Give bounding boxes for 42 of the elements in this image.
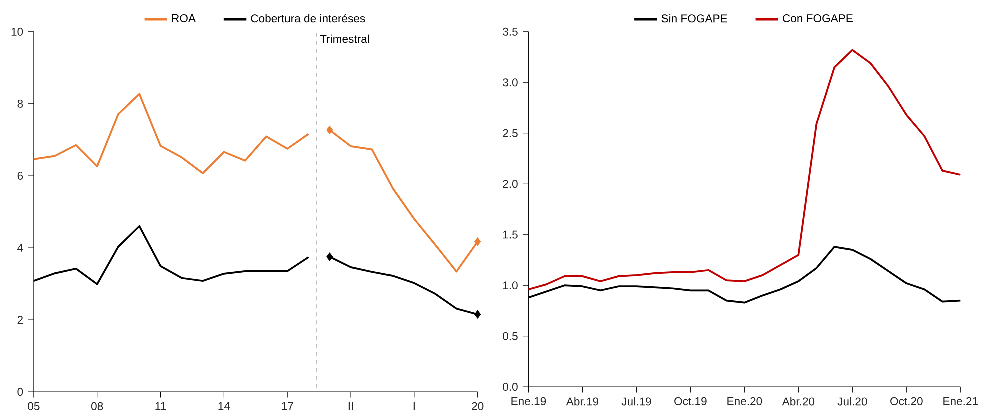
legend-label: Con FOGAPE	[783, 14, 853, 23]
x-tick-label: 08	[92, 402, 104, 410]
point	[474, 310, 482, 319]
line-series	[33, 93, 310, 174]
y-tick-label: 0.5	[503, 332, 518, 340]
y-tick-label: 0	[18, 388, 24, 396]
point	[474, 238, 482, 246]
x-tick-label: Ene.20	[728, 397, 762, 406]
x-tick-label: 17	[282, 402, 294, 410]
y-tick-label: 2.0	[503, 180, 518, 188]
y-tick-label: 2.5	[503, 129, 518, 138]
x-tick-label: Jul.20	[838, 397, 868, 406]
x-tick-label: 05	[28, 402, 40, 410]
x-tick-label: Jul.19	[622, 397, 652, 406]
x-tick-label: Ene.19	[512, 397, 546, 406]
y-tick-label: 8	[18, 100, 24, 108]
x-tick-label: Oct.20	[890, 397, 923, 406]
annotation: Trimestral	[320, 34, 370, 44]
point	[326, 252, 334, 262]
x-tick-label: 20	[472, 402, 484, 410]
x-tick-label: 11	[156, 402, 166, 410]
y-tick-label: 4	[18, 244, 24, 252]
y-tick-label: 2	[18, 316, 23, 324]
x-tick-label: Ene.21	[944, 397, 978, 406]
line-series	[528, 49, 962, 291]
x-tick-label: Abr.20	[782, 397, 815, 406]
y-tick-label: 3.0	[503, 78, 518, 87]
x-tick-label: Oct.19	[674, 397, 707, 406]
legend-label: ROA	[172, 14, 196, 22]
y-tick-label: 3.5	[503, 28, 518, 36]
y-tick-label: 1.0	[503, 282, 518, 290]
x-tick-label: Abr.19	[566, 397, 599, 406]
legend-label: Sin FOGAPE	[662, 14, 728, 23]
y-tick-label: 6	[18, 172, 24, 180]
x-tick-label: II	[348, 402, 354, 410]
x-tick-label: I	[414, 402, 415, 410]
x-tick-label: 14	[218, 402, 230, 410]
y-tick-label: 10	[12, 28, 24, 36]
y-tick-label: 1.5	[503, 230, 518, 239]
y-tick-label: 0.0	[503, 383, 518, 392]
point	[326, 126, 334, 135]
legend-label: Cobertura de interéses	[251, 14, 366, 23]
